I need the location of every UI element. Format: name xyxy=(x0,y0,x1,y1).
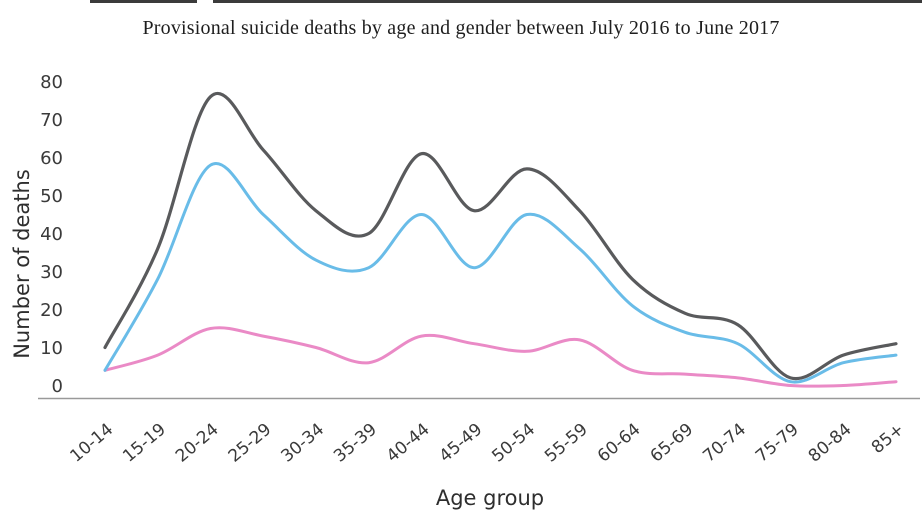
x-axis-title: Age group xyxy=(435,486,545,510)
x-tick-label: 45-49 xyxy=(436,420,487,467)
y-tick-label: 0 xyxy=(52,376,63,397)
x-tick-label: 30-34 xyxy=(277,420,328,467)
x-tick-label: 75-79 xyxy=(752,420,803,467)
x-tick-label: 55-59 xyxy=(541,420,592,467)
dark-gray-line xyxy=(103,92,898,381)
y-tick-label: 80 xyxy=(40,72,63,93)
x-tick-label: 65-69 xyxy=(647,420,698,467)
x-tick-label: 50-54 xyxy=(488,420,539,467)
top-crop-line-right xyxy=(213,0,922,3)
x-tick-label: 15-19 xyxy=(119,420,170,467)
y-tick-label: 30 xyxy=(40,262,63,283)
blue-line xyxy=(103,161,898,384)
y-tick-label: 10 xyxy=(40,338,63,359)
pink-line xyxy=(103,326,898,388)
x-tick-label: 80-84 xyxy=(805,420,856,467)
x-tick-label: 25-29 xyxy=(225,420,276,467)
x-tick-label: 60-64 xyxy=(594,420,645,467)
y-tick-label: 60 xyxy=(40,148,63,169)
x-tick-label: 70-74 xyxy=(699,420,750,467)
x-tick-label: 20-24 xyxy=(172,420,223,467)
y-tick-label: 50 xyxy=(40,186,63,207)
y-tick-label: 70 xyxy=(40,110,63,131)
x-tick-label: 35-39 xyxy=(330,420,381,467)
chart-title: Provisional suicide deaths by age and ge… xyxy=(142,17,780,39)
top-crop-line-left xyxy=(90,0,197,3)
y-tick-label: 20 xyxy=(40,300,63,321)
x-tick-label: 10-14 xyxy=(67,420,118,467)
x-tick-label: 40-44 xyxy=(383,420,434,467)
y-tick-label: 40 xyxy=(40,224,63,245)
x-tick-label: 85+ xyxy=(868,420,908,458)
